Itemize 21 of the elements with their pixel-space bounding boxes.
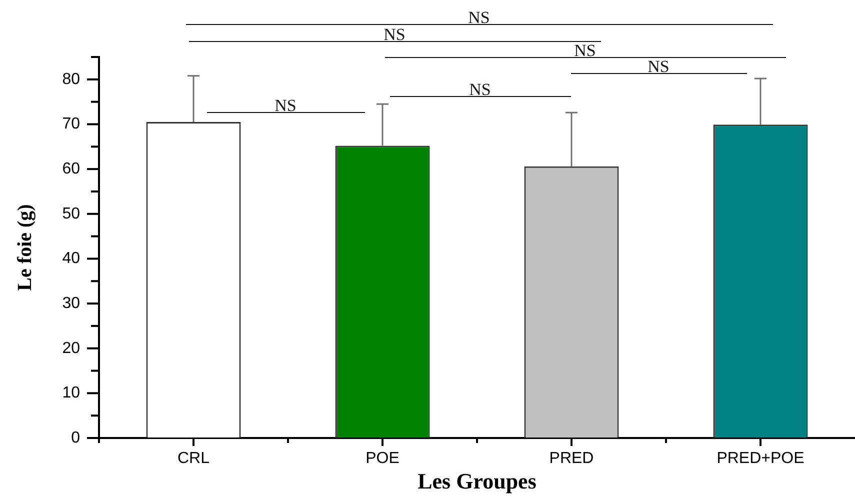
- x-tick-label: POE: [366, 450, 400, 468]
- y-tick-label: 60: [62, 160, 80, 178]
- annotation: NS: [274, 96, 296, 115]
- y-tick-label: 80: [62, 70, 80, 88]
- x-axis-title: Les Groupes: [418, 468, 537, 494]
- x-tick-label: PRED: [549, 450, 594, 468]
- text: NS: [384, 25, 406, 44]
- x-tick-label: CRL: [177, 450, 210, 468]
- y-tick-label: 30: [62, 294, 80, 312]
- y-axis-title: Le foie (g): [14, 204, 36, 291]
- y-tick-label: 50: [62, 205, 80, 222]
- annotation: NS: [469, 80, 491, 99]
- y-tick-label: 70: [62, 116, 80, 133]
- text: NS: [468, 8, 490, 27]
- y-tick-label: 0: [71, 429, 80, 446]
- y-tick-label: 40: [62, 250, 80, 268]
- x-tick-label: PRED+POE: [716, 450, 804, 468]
- y-tick-label: 10: [62, 384, 80, 402]
- annotation: NS: [574, 41, 596, 60]
- annotation: NS: [648, 57, 670, 76]
- y-tick-label: 20: [62, 340, 80, 357]
